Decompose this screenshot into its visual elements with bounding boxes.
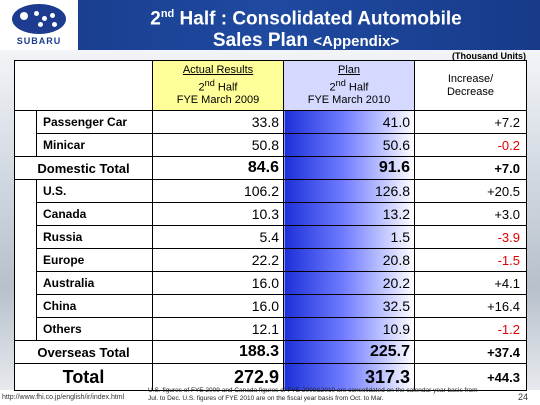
plan-value: 1.5 xyxy=(283,225,415,249)
plan-value: 91.6 xyxy=(283,156,415,180)
row-label: Total xyxy=(14,363,153,391)
change-value: +4.1 xyxy=(414,271,527,295)
header-change: Increase/ Decrease xyxy=(414,60,527,111)
header-actual: Actual Results 2nd Half FYE March 2009 xyxy=(152,60,284,111)
actual-value: 5.4 xyxy=(152,225,284,249)
change-value: -0.2 xyxy=(414,133,527,157)
change-value: -1.2 xyxy=(414,317,527,341)
row-label: Overseas Total xyxy=(14,340,153,364)
table-row: Minicar 50.8 50.6 -0.2 xyxy=(15,133,527,157)
table-row: Europe 22.2 20.8 -1.5 xyxy=(15,248,527,272)
table-row: Canada 10.3 13.2 +3.0 xyxy=(15,202,527,226)
sales-plan-table: Actual Results 2nd Half FYE March 2009 P… xyxy=(14,60,527,391)
change-value: +7.0 xyxy=(414,156,527,180)
row-label: Minicar xyxy=(36,133,153,157)
table-row: Others 12.1 10.9 -1.2 xyxy=(15,317,527,341)
actual-value: 16.0 xyxy=(152,294,284,318)
actual-value: 50.8 xyxy=(152,133,284,157)
row-label: U.S. xyxy=(36,179,153,203)
actual-value: 22.2 xyxy=(152,248,284,272)
table-row: Australia 16.0 20.2 +4.1 xyxy=(15,271,527,295)
plan-value: 50.6 xyxy=(283,133,415,157)
plan-value: 10.9 xyxy=(283,317,415,341)
table-row: U.S. 106.2 126.8 +20.5 xyxy=(14,179,527,341)
plan-value: 20.8 xyxy=(283,248,415,272)
change-value: +20.5 xyxy=(414,179,527,203)
change-value: -3.9 xyxy=(414,225,527,249)
indent-cell xyxy=(14,110,37,157)
actual-value: 84.6 xyxy=(152,156,284,180)
row-label: Russia xyxy=(36,225,153,249)
indent-cell xyxy=(14,179,37,341)
row-label: Australia xyxy=(36,271,153,295)
plan-value: 317.3 xyxy=(283,363,415,391)
table-row-overseas-total: Overseas Total 188.3 225.7 +37.4 xyxy=(14,340,527,364)
table-row: Russia 5.4 1.5 -3.9 xyxy=(15,225,527,249)
change-value: +3.0 xyxy=(414,202,527,226)
plan-value: 41.0 xyxy=(283,110,415,134)
row-label: Others xyxy=(36,317,153,341)
actual-value: 188.3 xyxy=(152,340,284,364)
row-label: Europe xyxy=(36,248,153,272)
table-row-domestic-total: Domestic Total 84.6 91.6 +7.0 xyxy=(14,156,527,180)
header-blank xyxy=(14,60,153,111)
plan-value: 225.7 xyxy=(283,340,415,364)
table-header-row: Actual Results 2nd Half FYE March 2009 P… xyxy=(14,60,527,111)
plan-value: 13.2 xyxy=(283,202,415,226)
change-value: +37.4 xyxy=(414,340,527,364)
plan-value: 126.8 xyxy=(283,179,415,203)
table-row: China 16.0 32.5 +16.4 xyxy=(15,294,527,318)
actual-value: 33.8 xyxy=(152,110,284,134)
actual-value: 12.1 xyxy=(152,317,284,341)
header-plan: Plan 2nd Half FYE March 2010 xyxy=(283,60,415,111)
actual-value: 106.2 xyxy=(152,179,284,203)
website-link[interactable]: http://www.fhi.co.jp/english/ir/index.ht… xyxy=(2,394,125,401)
page-number: 24 xyxy=(517,392,528,402)
plan-value: 20.2 xyxy=(283,271,415,295)
footnote: U.S. figures of FYE 2009 and Canada figu… xyxy=(148,387,478,402)
row-label: China xyxy=(36,294,153,318)
logo-wordmark: SUBARU xyxy=(16,36,62,46)
change-value: +7.2 xyxy=(414,110,527,134)
actual-value: 272.9 xyxy=(152,363,284,391)
change-value: +44.3 xyxy=(414,363,527,391)
page-title: 2nd Half : Consolidated Automobile Sales… xyxy=(150,8,462,52)
row-label: Canada xyxy=(36,202,153,226)
actual-value: 16.0 xyxy=(152,271,284,295)
change-value: -1.5 xyxy=(414,248,527,272)
subaru-logo: SUBARU xyxy=(0,0,78,50)
title-banner: SUBARU 2nd Half : Consolidated Automobil… xyxy=(0,0,540,52)
actual-value: 10.3 xyxy=(152,202,284,226)
change-value: +16.4 xyxy=(414,294,527,318)
table-row-grand-total: Total 272.9 317.3 +44.3 xyxy=(14,363,527,391)
units-label: (Thousand Units) xyxy=(452,51,526,61)
row-label: Passenger Car xyxy=(36,110,153,134)
pleiades-icon xyxy=(12,4,66,34)
row-label: Domestic Total xyxy=(14,156,153,180)
table-row: Passenger Car 33.8 41.0 +7.2 xyxy=(14,110,527,157)
plan-value: 32.5 xyxy=(283,294,415,318)
